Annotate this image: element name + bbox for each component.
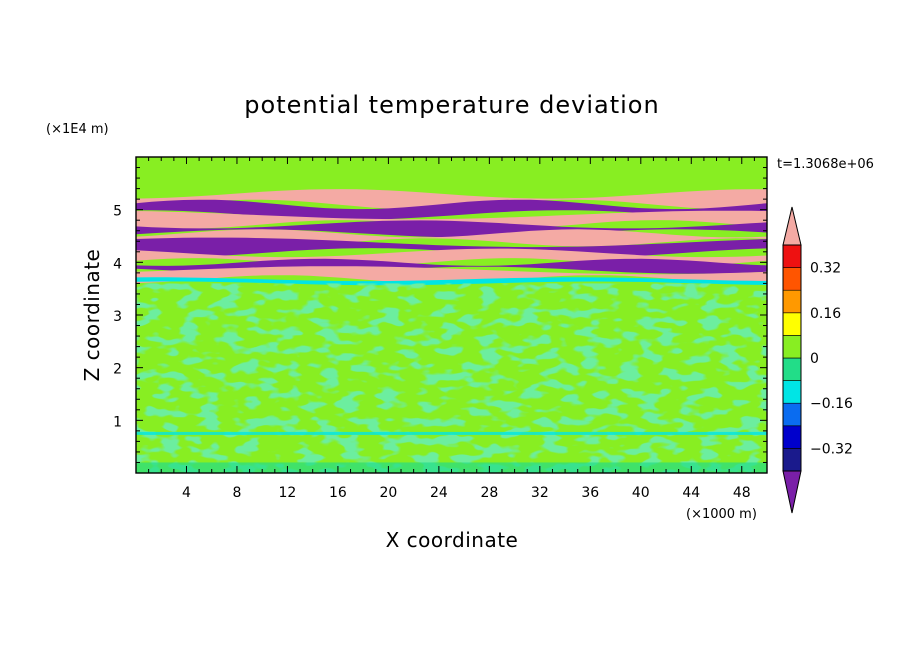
x-tick-label: 20 [379,485,397,501]
x-axis: 4 8 12 16 20 24 28 32 36 40 44 48 [148,157,755,501]
x-tick-label: 44 [682,485,700,501]
contour-band [136,210,767,229]
x-tick-label: 36 [581,485,599,501]
speckle-layer [136,283,767,473]
colorbar-tick-label: 0.32 [810,261,841,277]
colorbar-swatch [782,335,802,359]
y-unit-label: (×1E4 m) [46,122,109,137]
colorbar-swatch [782,312,802,336]
contour-band [136,189,767,210]
y-tick-label: 4 [113,256,122,272]
chart-title: potential temperature deviation [244,91,659,119]
contour-band [136,199,767,220]
x-tick-label: 4 [182,485,191,501]
y-axis-title: Z coordinate [80,249,104,382]
y-tick-label: 3 [113,309,122,325]
colorbar-frame [782,244,802,472]
bands-layer [136,174,767,286]
colorbar-swatch [782,425,802,449]
time-label: t=1.3068e+06 [777,157,874,172]
x-tick-label: 8 [232,485,241,501]
contour-band [136,266,767,284]
colorbar-tick-label: −0.16 [810,396,853,412]
x-tick-label: 16 [329,485,347,501]
x-axis-title: X coordinate [386,528,519,552]
colorbar-swatch [782,402,802,427]
y-tick-label: 1 [113,414,122,430]
x-tick-label: 24 [430,485,448,501]
surface-layer [136,462,767,473]
colorbar-swatch [782,267,802,291]
colorbar-tick-label: −0.32 [810,441,853,457]
x-tick-label: 28 [480,485,498,501]
colorbar-swatch [782,289,802,314]
colorbar-swatch [782,357,802,381]
colorbar-swatch [782,244,802,268]
colorbar-under-arrow [782,470,802,514]
colorbar: 0.32 0.16 0 −0.16 −0.32 [782,206,853,514]
colorbar-swatch [782,448,802,472]
near-surface-line [136,431,767,435]
x-tick-label: 40 [632,485,650,501]
colorbar-tick-label: 0.16 [810,306,841,322]
x-tick-label: 32 [531,485,549,501]
plot-area [136,157,767,473]
turbulence-texture [136,283,767,473]
contour-band [136,237,767,258]
contour-band [136,220,767,238]
y-axis: 1 2 3 4 5 [113,167,767,463]
y-tick-label: 2 [113,362,122,378]
x-tick-label: 48 [733,485,751,501]
x-unit-label: (×1000 m) [686,507,757,522]
colorbar-swatch [782,380,802,404]
colorbar-tick-label: 0 [810,351,819,367]
colorbar-over-arrow [782,206,802,246]
contour-band [136,277,767,286]
y-tick-label: 5 [113,204,122,220]
x-tick-label: 12 [279,485,297,501]
